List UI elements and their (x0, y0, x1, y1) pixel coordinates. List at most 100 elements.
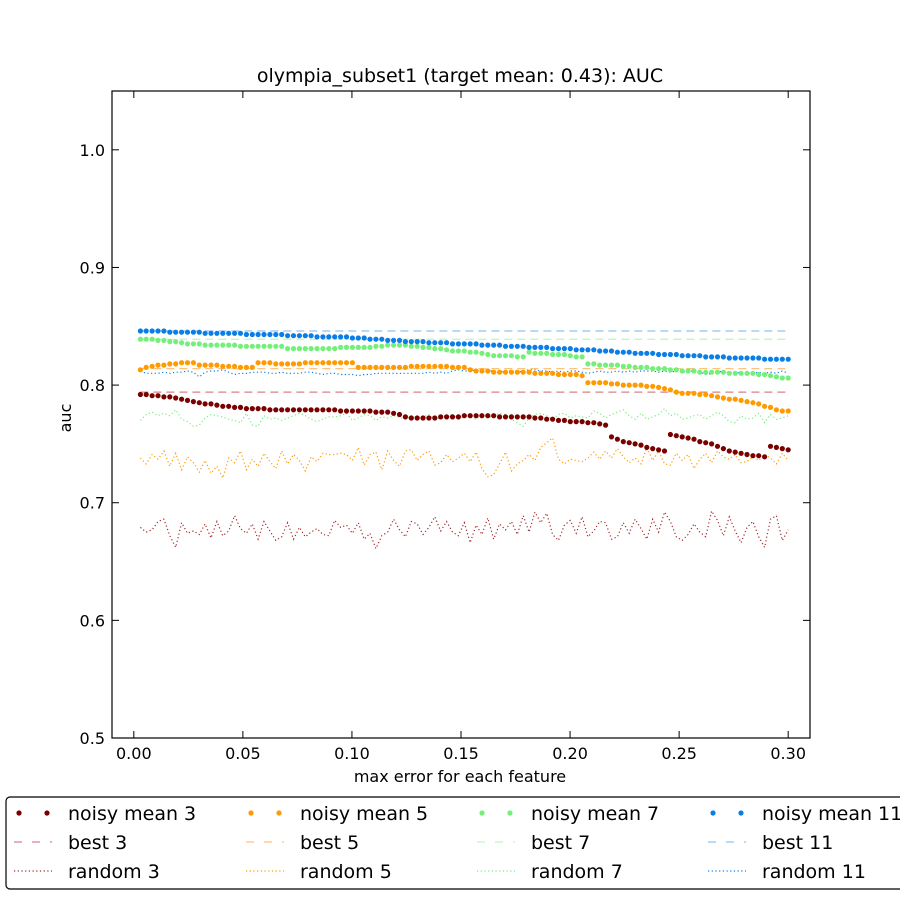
noisy-5-point (202, 362, 208, 368)
noisy-7-point (514, 354, 520, 360)
noisy-3-point (273, 407, 279, 413)
noisy-3-point (785, 447, 791, 453)
noisy-7-point (408, 343, 414, 349)
noisy-7-point (673, 367, 679, 373)
legend-random-7-label: random 7 (531, 861, 623, 883)
noisy-5-point (220, 363, 226, 369)
noisy-5-point (343, 360, 350, 366)
noisy-3-point (632, 441, 638, 447)
y-tick-label: 0.9 (80, 258, 105, 277)
noisy-5-point (402, 364, 408, 370)
noisy-7-point (679, 368, 685, 374)
noisy-7-point (667, 367, 674, 373)
noisy-5-point (208, 362, 214, 368)
noisy-7-point (373, 343, 379, 349)
noisy-7-point (361, 344, 367, 350)
noisy-5-point (314, 360, 320, 366)
noisy-7-point (455, 348, 461, 354)
noisy-11-point (220, 330, 226, 336)
noisy-3-point (573, 419, 579, 425)
noisy-7-point (149, 336, 155, 342)
noisy-3-point (779, 446, 785, 452)
noisy-7-point (714, 369, 721, 375)
noisy-5-point (773, 407, 780, 413)
noisy-7-point (656, 366, 662, 372)
noisy-11-point (644, 350, 650, 356)
noisy-7-point (491, 353, 497, 359)
noisy-11-point (308, 333, 314, 339)
noisy-3-point (738, 450, 744, 456)
noisy-5-point (697, 391, 703, 398)
noisy-11-point (638, 350, 644, 356)
noisy-11-point (426, 340, 432, 346)
noisy-3-point (667, 431, 674, 438)
noisy-5-point (714, 394, 721, 400)
noisy-5-point (673, 389, 679, 395)
noisy-11-point (184, 329, 191, 335)
noisy-11-point (208, 330, 214, 336)
noisy-5-point (243, 364, 249, 370)
noisy-7-point (190, 341, 196, 347)
noisy-3-point (532, 415, 538, 421)
noisy-3-point (190, 399, 196, 405)
noisy-5-point (367, 364, 373, 370)
noisy-5-point (273, 361, 279, 367)
noisy-5-point (467, 367, 473, 373)
noisy-5-point (614, 381, 621, 387)
noisy-3-point (326, 407, 332, 413)
noisy-3-point (296, 407, 302, 413)
noisy-11-point (326, 334, 332, 340)
noisy-7-point (767, 373, 774, 379)
noisy-7-point (137, 336, 143, 342)
noisy-7-point (567, 353, 573, 359)
noisy-11-point (779, 356, 785, 362)
noisy-7-point (614, 362, 621, 368)
noisy-3-point (149, 393, 155, 399)
noisy-11-point (179, 329, 185, 335)
noisy-3-point (579, 419, 585, 425)
noisy-11-point (449, 341, 456, 347)
noisy-3-point (726, 448, 732, 454)
noisy-5-point (308, 360, 314, 366)
noisy-5-point (426, 363, 432, 369)
noisy-7-point (196, 341, 202, 347)
noisy-7-point (285, 346, 291, 352)
noisy-3-point (756, 453, 762, 459)
noisy-11-point (438, 340, 444, 346)
noisy-11-point (232, 330, 238, 336)
x-axis-ticks: 0.00 0.05 0.10 0.15 0.20 0.25 0.30 (116, 91, 806, 763)
noisy-5-point (661, 386, 668, 392)
noisy-3-point (261, 406, 267, 412)
noisy-11-point (756, 355, 762, 361)
noisy-5-point (579, 373, 585, 379)
noisy-5-point (143, 364, 149, 370)
x-tick-label: 0.10 (334, 744, 370, 763)
noisy-11-point (579, 347, 585, 353)
noisy-7-point (338, 344, 344, 350)
noisy-5-point (226, 363, 232, 369)
noisy-11-point (196, 329, 202, 335)
noisy-7-point (620, 363, 626, 369)
noisy-5-point (744, 399, 750, 405)
noisy-3-point (709, 441, 715, 447)
noisy-11-point (255, 331, 261, 338)
noisy-5-point (597, 380, 603, 386)
noisy-7-point (709, 369, 715, 375)
noisy-7-point (661, 366, 668, 372)
noisy-5-point (408, 363, 414, 369)
noisy-3-point (714, 443, 721, 449)
y-tick-label: 1.0 (80, 141, 105, 160)
noisy-5-point (332, 360, 338, 366)
noisy-5-point (249, 364, 255, 370)
noisy-3-point (249, 406, 255, 412)
legend-noisy-11-marker (710, 810, 716, 816)
noisy-7-point (308, 346, 314, 352)
noisy-3-point (650, 446, 656, 452)
noisy-7-point (626, 363, 632, 369)
noisy-11-point (408, 339, 414, 345)
noisy-7-point (720, 369, 727, 375)
noisy-7-point (485, 351, 491, 358)
noisy-3-point (773, 444, 780, 450)
noisy-3-point (432, 415, 438, 421)
legend-noisy-3-marker (44, 810, 50, 816)
